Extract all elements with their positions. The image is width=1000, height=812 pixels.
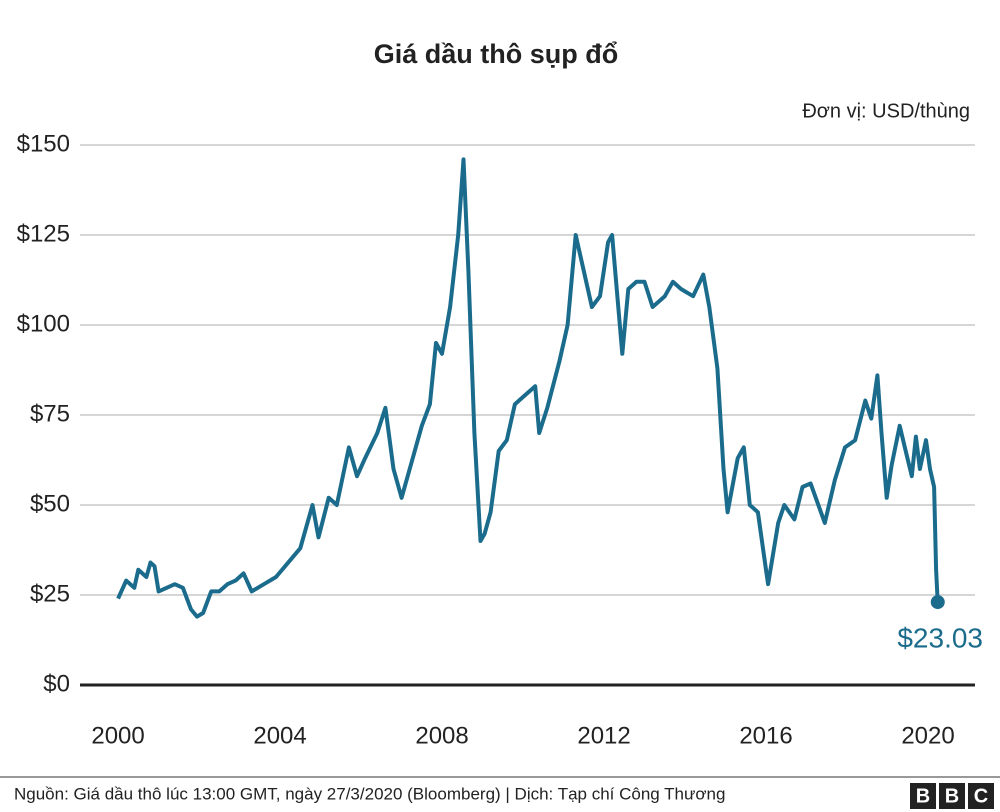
chart-title: Giá dầu thô sụp đổ [374,39,619,69]
x-tick-label: 2008 [415,722,468,749]
y-tick-label: $0 [43,670,70,697]
y-tick-label: $150 [17,130,70,157]
x-tick-label: 2000 [91,722,144,749]
last-point [930,595,945,610]
logo-box [968,783,994,809]
x-tick-label: 2004 [253,722,306,749]
x-tick-label: 2020 [901,722,954,749]
x-tick-label: 2012 [577,722,630,749]
y-tick-label: $75 [30,400,70,427]
logo-box [939,783,965,809]
source-note: Nguồn: Giá dầu thô lúc 13:00 GMT, ngày 2… [14,784,725,803]
logo-letter: B [945,785,959,807]
y-tick-label: $125 [17,220,70,247]
y-tick-label: $50 [30,490,70,517]
last-value-label: $23.03 [897,622,983,653]
price-line [116,157,940,619]
y-tick-label: $100 [17,310,70,337]
y-tick-label: $25 [30,580,70,607]
unit-note: Đơn vị: USD/thùng [802,100,970,122]
logo-letter: B [916,785,930,807]
logo-box [910,783,936,809]
x-tick-label: 2016 [739,722,792,749]
logo-letter: C [974,785,988,807]
